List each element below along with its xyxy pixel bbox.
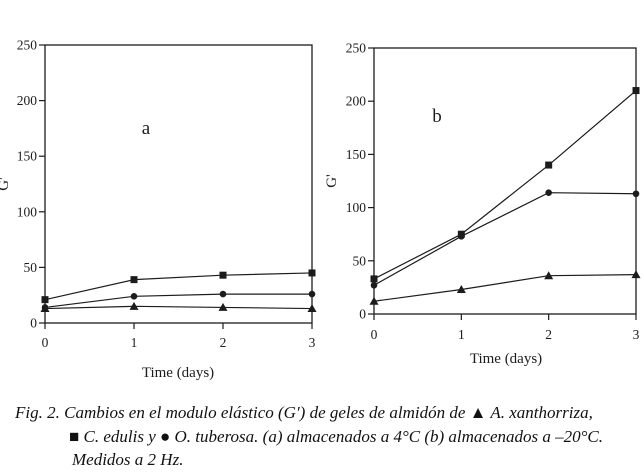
- y-tick-label: 200: [17, 93, 38, 108]
- y-tick-label: 50: [24, 260, 38, 275]
- triangle-marker: [544, 271, 554, 280]
- square-marker: [457, 230, 465, 238]
- y-tick-label: 50: [353, 253, 367, 268]
- chart-panel-b: 0 50 100 150 200 250 0 1 2 3 G' Time (days) b: [324, 41, 641, 367]
- caption-line-3: Medidos a 2 Hz.: [72, 450, 184, 469]
- circle-marker: [370, 281, 378, 289]
- caption-line-1: Fig. 2. Cambios en el modulo elástico (G…: [15, 403, 593, 422]
- y-tick-label: 150: [17, 149, 38, 164]
- caption-line-2: ■ C. edulis y ● O. tuberosa. (a) almacen…: [69, 427, 604, 446]
- x-tick-label: 3: [633, 327, 640, 342]
- y-tick-label: 200: [346, 94, 367, 109]
- series-line-circle: [44, 293, 312, 309]
- x-tick-label: 2: [220, 335, 227, 350]
- square-marker: [370, 275, 378, 283]
- square-marker: [130, 276, 138, 284]
- y-tick-label: 0: [359, 307, 366, 322]
- triangle-marker: [369, 296, 379, 305]
- triangle-marker: [456, 285, 466, 294]
- series-line-triangle: [44, 305, 313, 310]
- series-line-square: [373, 90, 637, 280]
- triangle-marker: [307, 304, 317, 313]
- circle-marker: [308, 290, 316, 298]
- x-tick-label: 0: [371, 327, 378, 342]
- x-tick-label: 0: [42, 335, 49, 350]
- square-marker: [219, 271, 227, 279]
- triangle-marker: [129, 301, 139, 310]
- plot-box: [44, 44, 313, 324]
- circle-marker: [130, 293, 138, 300]
- square-marker: [632, 87, 640, 95]
- x-tick-label: 2: [545, 327, 552, 342]
- y-axis-title: G': [0, 177, 12, 191]
- y-tick-label: 250: [346, 41, 367, 56]
- y-tick-label: 250: [17, 38, 38, 53]
- circle-marker: [632, 190, 640, 198]
- chart-panel-a: 0 50 100 150 200 250 0 1 2 3 G' Time (days) a: [0, 38, 317, 381]
- circle-marker: [41, 304, 49, 311]
- triangle-marker: [218, 302, 228, 311]
- series-line-triangle: [373, 274, 637, 302]
- x-axis-title: Time (days): [142, 365, 214, 381]
- series-line-square: [44, 272, 313, 301]
- square-marker: [41, 296, 49, 304]
- plot-box: [373, 47, 637, 315]
- circle-marker: [545, 189, 552, 197]
- y-tick-label: 100: [346, 200, 367, 215]
- x-tick-label: 1: [131, 335, 138, 350]
- circle-marker: [219, 290, 227, 298]
- y-axis-title: G': [324, 174, 340, 188]
- panel-label: b: [432, 106, 442, 127]
- dual-line-charts: 0 50 100 150 200 250 0 1 2 3 G' Time (days) a 0 50 100 1…: [0, 38, 641, 381]
- x-tick-label: 1: [458, 327, 465, 342]
- x-tick-label: 3: [309, 335, 316, 350]
- y-tick-label: 0: [30, 316, 37, 331]
- y-tick-label: 100: [17, 204, 38, 219]
- y-tick-label: 150: [346, 147, 367, 162]
- x-axis-title: Time (days): [470, 351, 542, 367]
- triangle-marker: [631, 270, 641, 279]
- series-line-circle: [373, 192, 637, 286]
- square-marker: [308, 269, 316, 277]
- panel-label: a: [142, 118, 151, 139]
- square-marker: [545, 161, 553, 169]
